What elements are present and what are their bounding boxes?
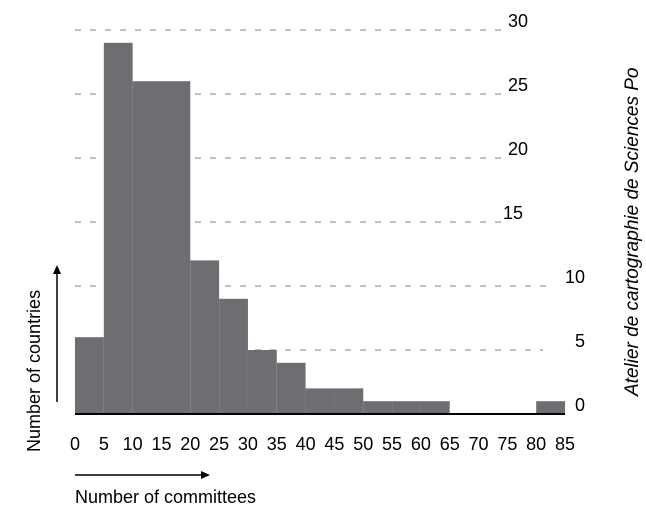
x-tick-label: 70 bbox=[469, 434, 489, 454]
x-tick-labels: 0 5 10 15 20 25 30 35 40 45 50 55 60 65 70 75 80 85 bbox=[70, 434, 575, 454]
x-tick-label: 5 bbox=[99, 434, 109, 454]
x-tick-label: 60 bbox=[411, 434, 431, 454]
histogram-bar bbox=[392, 401, 421, 414]
histogram-bar bbox=[334, 388, 364, 414]
y-tick-label: 5 bbox=[575, 331, 585, 351]
x-tick-label: 35 bbox=[267, 434, 287, 454]
histogram-bar bbox=[103, 42, 133, 415]
bars bbox=[75, 42, 566, 415]
histogram-bar bbox=[75, 337, 104, 414]
histogram-bar bbox=[132, 81, 162, 414]
histogram-bar bbox=[363, 401, 393, 414]
x-tick-label: 85 bbox=[555, 434, 575, 454]
y-axis-label: Number of countries bbox=[24, 290, 44, 452]
x-tick-label: 45 bbox=[324, 434, 344, 454]
x-tick-label: 40 bbox=[296, 434, 316, 454]
x-tick-label: 25 bbox=[209, 434, 229, 454]
y-tick-label: 15 bbox=[503, 203, 523, 223]
y-axis-arrowhead bbox=[53, 265, 61, 274]
y-tick-label: 20 bbox=[508, 139, 528, 159]
histogram-bar bbox=[247, 350, 277, 414]
histogram-bar bbox=[161, 81, 191, 414]
x-axis-arrowhead bbox=[201, 471, 210, 479]
histogram-bar bbox=[219, 298, 248, 414]
y-tick-label: 10 bbox=[565, 267, 585, 287]
histogram-bar bbox=[536, 401, 566, 414]
x-axis-label: Number of committees bbox=[75, 487, 256, 507]
x-tick-label: 65 bbox=[440, 434, 460, 454]
y-tick-label: 30 bbox=[508, 11, 528, 31]
x-tick-label: 75 bbox=[497, 434, 517, 454]
x-tick-label: 55 bbox=[382, 434, 402, 454]
x-tick-label: 15 bbox=[151, 434, 171, 454]
histogram-bar bbox=[420, 401, 450, 414]
x-tick-label: 50 bbox=[353, 434, 373, 454]
histogram-bar bbox=[305, 388, 335, 414]
histogram-bar bbox=[190, 260, 220, 414]
x-tick-label: 80 bbox=[526, 434, 546, 454]
credit-text: Atelier de cartographie de Sciences Po bbox=[622, 68, 643, 397]
x-tick-label: 30 bbox=[238, 434, 258, 454]
x-tick-label: 20 bbox=[180, 434, 200, 454]
x-tick-label: 10 bbox=[123, 434, 143, 454]
x-tick-label: 0 bbox=[70, 434, 80, 454]
histogram-bar bbox=[276, 362, 306, 414]
y-tick-labels: 0 5 10 15 20 25 30 bbox=[503, 11, 585, 415]
y-tick-label: 25 bbox=[508, 75, 528, 95]
y-tick-label: 0 bbox=[575, 395, 585, 415]
